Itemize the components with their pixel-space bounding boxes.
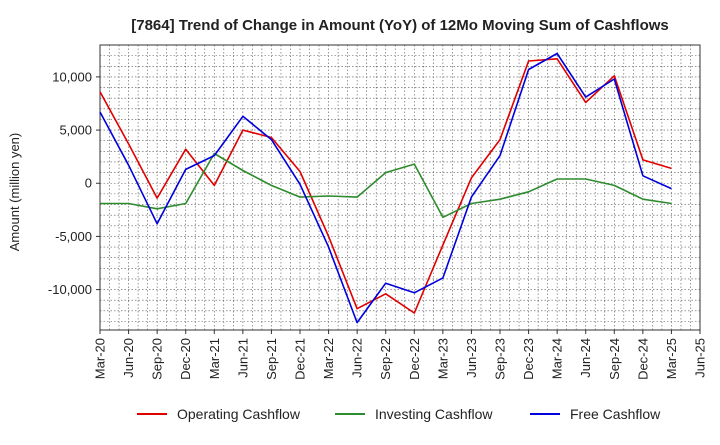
y-tick-label: -5,000: [55, 229, 92, 244]
x-tick-label: Mar-25: [664, 338, 679, 379]
chart-title: [7864] Trend of Change in Amount (YoY) o…: [131, 17, 669, 34]
y-tick-label: 10,000: [52, 69, 92, 84]
x-tick-label: Mar-21: [207, 338, 222, 379]
x-tick-label: Jun-21: [235, 338, 250, 378]
x-tick-label: Sep-24: [607, 338, 622, 380]
x-tick-label: Sep-20: [150, 338, 165, 380]
series-line-investing-cashflow: [100, 152, 672, 219]
legend-label: Operating Cashflow: [177, 406, 301, 422]
axes: 10,000 5,000 0 -5,000 -10,000 Mar-20 Jun-20 Sep…: [48, 44, 708, 380]
y-tick-label: 5,000: [59, 123, 92, 138]
grid: [99, 44, 701, 330]
x-tick-label: Dec-21: [293, 338, 308, 380]
y-tick-label: -10,000: [48, 282, 92, 297]
x-tick-label: Dec-23: [521, 338, 536, 380]
plot-area: [100, 45, 700, 330]
x-tick-label: Jun-23: [464, 338, 479, 378]
x-tick-label: Jun-25: [693, 338, 708, 378]
x-tick-label: Dec-22: [407, 338, 422, 380]
x-tick-label: Mar-24: [550, 338, 565, 379]
x-tick-label: Jun-20: [121, 338, 136, 378]
plot-border: [99, 44, 701, 331]
x-tick-label: Sep-23: [493, 338, 508, 380]
x-tick-label: Mar-23: [435, 338, 450, 379]
x-tick-label: Dec-20: [178, 338, 193, 380]
x-tick-label: Mar-22: [321, 338, 336, 379]
legend-label: Free Cashflow: [570, 406, 661, 422]
x-tick-label: Dec-24: [635, 338, 650, 380]
series-line-operating-cashflow: [99, 57, 672, 314]
x-tick-label: Jun-24: [578, 338, 593, 378]
y-axis-label: Amount (million yen): [7, 133, 22, 252]
x-tick-label: Sep-21: [264, 338, 279, 380]
y-tick-label: 0: [85, 176, 92, 191]
x-tick-label: Sep-22: [378, 338, 393, 380]
series-line-free-cashflow: [99, 52, 672, 324]
legend: Operating Cashflow Investing Cashflow Free…: [137, 406, 661, 422]
x-tick-label: Mar-20: [93, 338, 108, 379]
legend-label: Investing Cashflow: [375, 406, 493, 422]
series-group: [99, 52, 672, 324]
x-tick-label: Jun-22: [350, 338, 365, 378]
